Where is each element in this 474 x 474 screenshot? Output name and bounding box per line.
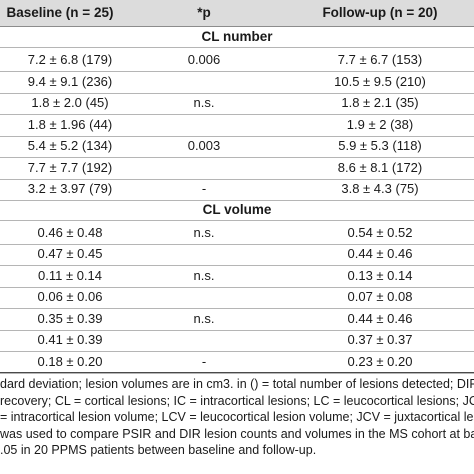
followup-cell: 1.8 ± 2.1 (35) — [341, 95, 419, 110]
section-cl-number: CL number — [0, 27, 474, 48]
header-p-value: *p — [197, 5, 211, 20]
followup-cell: 0.23 ± 0.20 — [347, 353, 413, 369]
followup-cell: 0.44 ± 0.46 — [347, 246, 413, 261]
p-cell: n.s. — [193, 267, 215, 283]
followup-cell: 0.54 ± 0.52 — [347, 224, 413, 240]
baseline-cell: 3.2 ± 3.97 (79) — [27, 181, 113, 196]
table-row: 7.7 ± 7.7 (192) 8.6 ± 8.1 (172) — [0, 157, 474, 180]
followup-cell: 0.44 ± 0.46 — [347, 310, 413, 326]
followup-cell: 5.9 ± 5.3 (118) — [338, 138, 422, 153]
table-row: 1.8 ± 1.96 (44) 1.9 ± 2 (38) — [0, 114, 474, 137]
section-cl-volume: CL volume — [0, 200, 474, 221]
table-row: 0.35 ± 0.39 n.s. 0.44 ± 0.46 — [0, 308, 474, 331]
p-cell: n.s. — [193, 310, 215, 326]
footnote-line: was used to compare PSIR and DIR lesion … — [0, 426, 474, 441]
baseline-cell: 1.8 ± 1.96 (44) — [27, 116, 113, 132]
baseline-cell: 5.4 ± 5.2 (134) — [27, 138, 113, 153]
followup-cell: 1.9 ± 2 (38) — [346, 116, 414, 132]
baseline-cell: 0.18 ± 0.20 — [37, 353, 103, 369]
followup-cell: 0.13 ± 0.14 — [347, 267, 413, 283]
baseline-cell: 1.8 ± 2.0 (45) — [31, 95, 109, 110]
table-row: 0.06 ± 0.06 0.07 ± 0.08 — [0, 286, 474, 309]
footnote-line: dard deviation; lesion volumes are in cm… — [0, 377, 474, 391]
p-cell: - — [201, 181, 207, 196]
baseline-cell: 0.46 ± 0.48 — [37, 224, 103, 240]
footnote-line: recovery; CL = cortical lesions; IC = in… — [0, 393, 474, 408]
followup-cell: 0.07 ± 0.08 — [347, 289, 413, 304]
table-row: 0.11 ± 0.14 n.s. 0.13 ± 0.14 — [0, 265, 474, 288]
table-header: Baseline (n = 25) *p Follow-up (n = 20) — [0, 0, 474, 27]
p-cell: 0.006 — [187, 52, 221, 67]
table-row: 0.47 ± 0.45 0.44 ± 0.46 — [0, 243, 474, 266]
p-cell: n.s. — [193, 95, 215, 110]
footnote-line: .05 in 20 PPMS patients between baseline… — [0, 443, 317, 457]
p-cell: - — [201, 353, 207, 369]
header-baseline: Baseline (n = 25) — [6, 5, 114, 20]
table-row: 0.41 ± 0.39 0.37 ± 0.37 — [0, 329, 474, 352]
baseline-cell: 7.2 ± 6.8 (179) — [27, 52, 113, 67]
table-row: 0.46 ± 0.48 n.s. 0.54 ± 0.52 — [0, 222, 474, 245]
table-row: 1.8 ± 2.0 (45) n.s. 1.8 ± 2.1 (35) — [0, 92, 474, 115]
baseline-cell: 0.47 ± 0.45 — [37, 246, 103, 261]
baseline-cell: 9.4 ± 9.1 (236) — [27, 73, 113, 89]
baseline-cell: 0.06 ± 0.06 — [37, 289, 103, 304]
footnote-block: dard deviation; lesion volumes are in cm… — [0, 372, 474, 474]
table-row: 7.2 ± 6.8 (179) 0.006 7.7 ± 6.7 (153) — [0, 49, 474, 72]
followup-cell: 0.37 ± 0.37 — [347, 332, 413, 347]
table-row: 0.18 ± 0.20 - 0.23 ± 0.20 — [0, 351, 474, 374]
baseline-cell: 0.11 ± 0.14 — [38, 267, 102, 283]
table-row: 5.4 ± 5.2 (134) 0.003 5.9 ± 5.3 (118) — [0, 135, 474, 158]
p-cell: 0.003 — [187, 138, 221, 153]
followup-cell: 10.5 ± 9.5 (210) — [334, 73, 426, 89]
table-bottom-rule — [0, 372, 474, 373]
table-row: 3.2 ± 3.97 (79) - 3.8 ± 4.3 (75) — [0, 178, 474, 201]
baseline-cell: 0.35 ± 0.39 — [37, 310, 103, 326]
followup-cell: 7.7 ± 6.7 (153) — [337, 52, 423, 67]
header-followup: Follow-up (n = 20) — [322, 5, 438, 20]
followup-cell: 3.8 ± 4.3 (75) — [341, 181, 419, 196]
footnote-line: = intracortical lesion volume; LCV = leu… — [0, 410, 474, 424]
baseline-cell: 0.41 ± 0.39 — [37, 332, 103, 347]
followup-cell: 8.6 ± 8.1 (172) — [337, 159, 423, 175]
table-row: 9.4 ± 9.1 (236) 10.5 ± 9.5 (210) — [0, 71, 474, 94]
baseline-cell: 7.7 ± 7.7 (192) — [27, 159, 113, 175]
p-cell: n.s. — [193, 224, 215, 240]
